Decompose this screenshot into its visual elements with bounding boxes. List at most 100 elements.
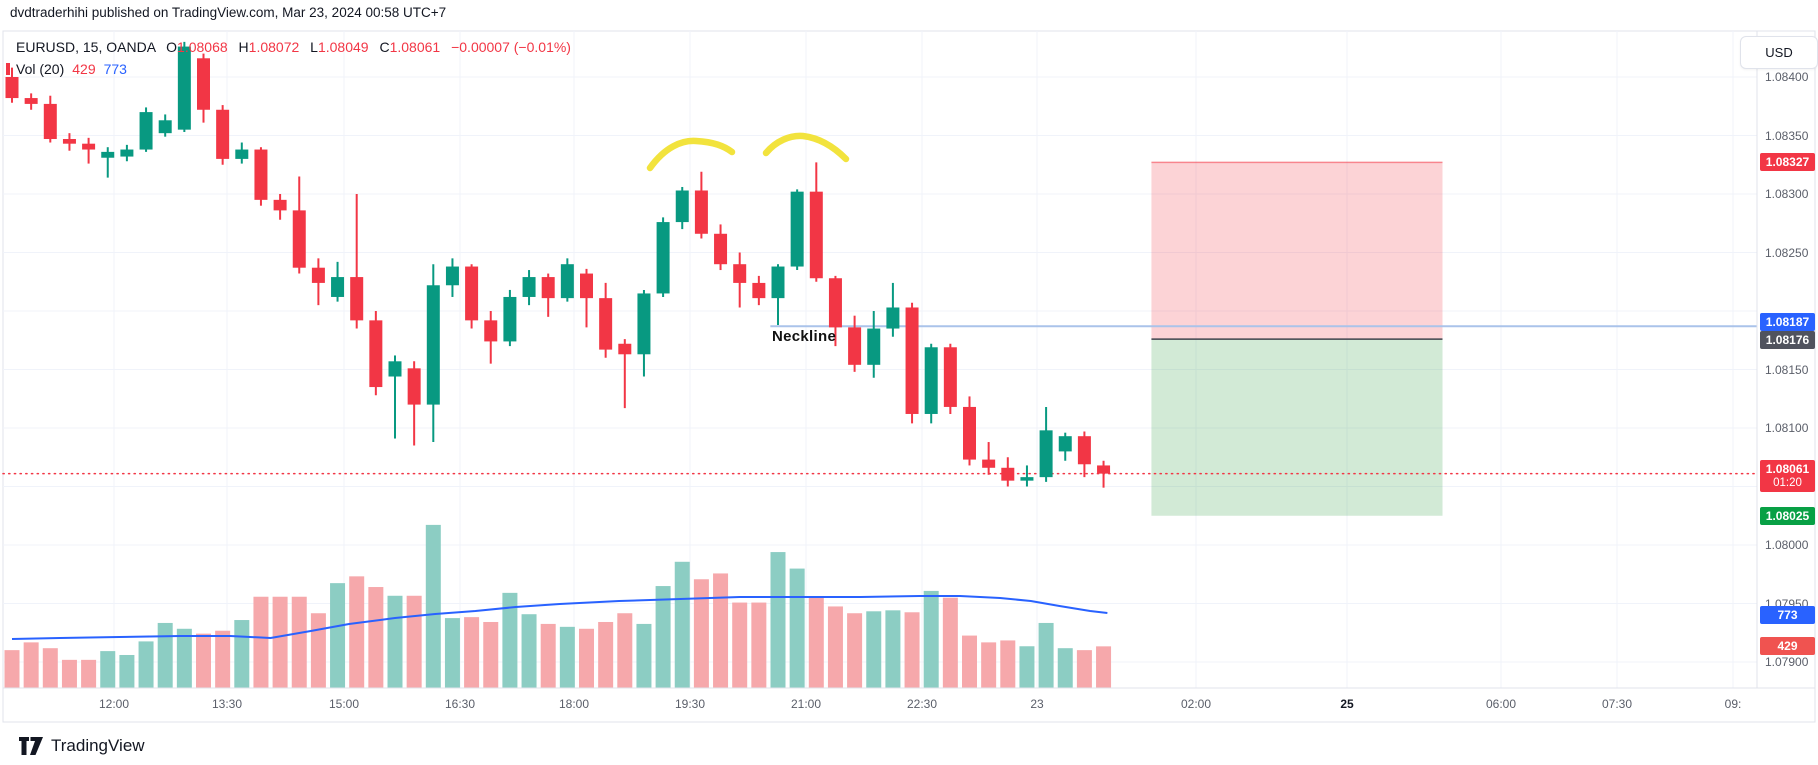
volume-bar — [598, 621, 614, 688]
neckline-text-annotation[interactable]: Neckline — [772, 328, 837, 345]
candle — [503, 296, 517, 342]
candle — [867, 328, 881, 365]
volume-bar — [540, 623, 556, 688]
price-badge: 773 — [1760, 606, 1815, 624]
volume-bar — [464, 617, 480, 688]
time-tick-label: 18:00 — [558, 697, 590, 711]
candle — [292, 210, 306, 268]
candle — [809, 191, 823, 279]
volume-bar — [310, 613, 326, 688]
candle — [445, 266, 459, 286]
volume-bar — [751, 602, 767, 688]
symbol-legend-row[interactable]: EURUSD, 15, OANDA O1.08068 H1.08072 L1.0… — [16, 37, 571, 57]
price-tick-label: 1.08250 — [1765, 245, 1809, 260]
reward-zone-rect[interactable] — [1151, 339, 1443, 516]
candle — [541, 277, 555, 299]
volume-bar — [808, 596, 824, 688]
currency-toggle-button[interactable]: USD — [1740, 36, 1818, 69]
candle — [120, 149, 134, 157]
candle — [101, 151, 115, 158]
volume-bar — [1000, 640, 1016, 688]
open-label: O — [166, 39, 178, 55]
candle — [790, 191, 804, 267]
candle — [771, 266, 785, 299]
time-tick-label: 09: — [1724, 697, 1742, 711]
candle — [848, 327, 862, 365]
candle — [1077, 436, 1091, 465]
time-tick-label: 06:00 — [1485, 697, 1517, 711]
symbol-title[interactable]: EURUSD, 15, OANDA — [16, 39, 156, 55]
low-label: L — [310, 39, 318, 55]
candle — [752, 282, 766, 299]
volume-bar — [196, 633, 211, 688]
volume-bar — [81, 659, 97, 688]
volume-bar — [866, 611, 882, 688]
volume-bar — [1019, 646, 1035, 688]
volume-bar — [157, 622, 173, 688]
left-shoulder-arc[interactable] — [646, 137, 736, 172]
candle — [1058, 436, 1072, 452]
price-tick-label: 1.08100 — [1765, 421, 1809, 435]
candle — [426, 285, 440, 405]
candle — [1020, 477, 1034, 481]
candle — [637, 293, 651, 355]
candle — [216, 109, 230, 159]
price-tick-label: 1.08300 — [1765, 187, 1809, 201]
candle — [1097, 465, 1111, 474]
volume-bar — [1057, 648, 1073, 688]
candle — [369, 320, 383, 388]
volume-bar — [1096, 646, 1112, 688]
price-tick-label: 1.08000 — [1765, 538, 1809, 552]
volume-bar — [732, 602, 748, 688]
volume-bar — [693, 579, 709, 688]
head-arc[interactable] — [762, 132, 850, 163]
volume-bar — [904, 612, 920, 688]
candle — [311, 267, 325, 283]
candle — [5, 77, 19, 99]
volume-bar — [636, 623, 652, 688]
volume-bar — [234, 620, 250, 688]
candle — [886, 307, 900, 329]
volume-bar — [942, 597, 958, 688]
volume-ma-line — [11, 594, 1108, 640]
time-tick-label: 19:30 — [674, 697, 706, 711]
volume-bar — [885, 610, 901, 688]
candle — [254, 149, 268, 200]
close-label: C — [379, 39, 390, 55]
candle — [24, 98, 38, 104]
volume-bar — [291, 596, 307, 688]
volume-bar — [406, 595, 422, 688]
price-badge: 429 — [1760, 637, 1815, 655]
volume-bar — [559, 626, 575, 688]
volume-legend-row[interactable]: Vol (20) 429 773 — [6, 59, 571, 79]
volume-bar — [1038, 622, 1054, 688]
volume-bar — [847, 613, 863, 688]
candle — [331, 277, 345, 297]
last-price-badge: 1.08061 01:20 — [1760, 460, 1815, 492]
price-tick-label: 1.07900 — [1765, 655, 1809, 669]
volume-bar — [444, 618, 460, 688]
risk-zone-rect[interactable] — [1151, 162, 1443, 340]
tradingview-logo-icon — [19, 737, 43, 755]
candle — [714, 233, 728, 265]
volume-bar — [713, 573, 729, 688]
volume-bar — [253, 596, 269, 688]
price-badge: 1.08327 — [1760, 153, 1815, 171]
volume-bar — [425, 524, 441, 688]
time-tick-label: 23 — [1030, 697, 1044, 711]
tradingview-branding[interactable]: TradingView — [18, 735, 145, 757]
time-tick-label: 07:30 — [1601, 697, 1633, 711]
candle — [694, 190, 708, 234]
candle — [388, 361, 402, 377]
volume-bar — [655, 586, 671, 688]
candle — [963, 406, 976, 460]
volume-current-value: 429 — [72, 61, 96, 77]
candle — [139, 112, 153, 150]
volume-bar — [827, 606, 843, 688]
chart-legend[interactable]: EURUSD, 15, OANDA O1.08068 H1.08072 L1.0… — [6, 37, 571, 79]
volume-bar — [100, 651, 116, 688]
volume-bar — [770, 552, 786, 688]
volume-legend-swatch-icon — [6, 63, 10, 75]
volume-bar — [521, 614, 537, 688]
